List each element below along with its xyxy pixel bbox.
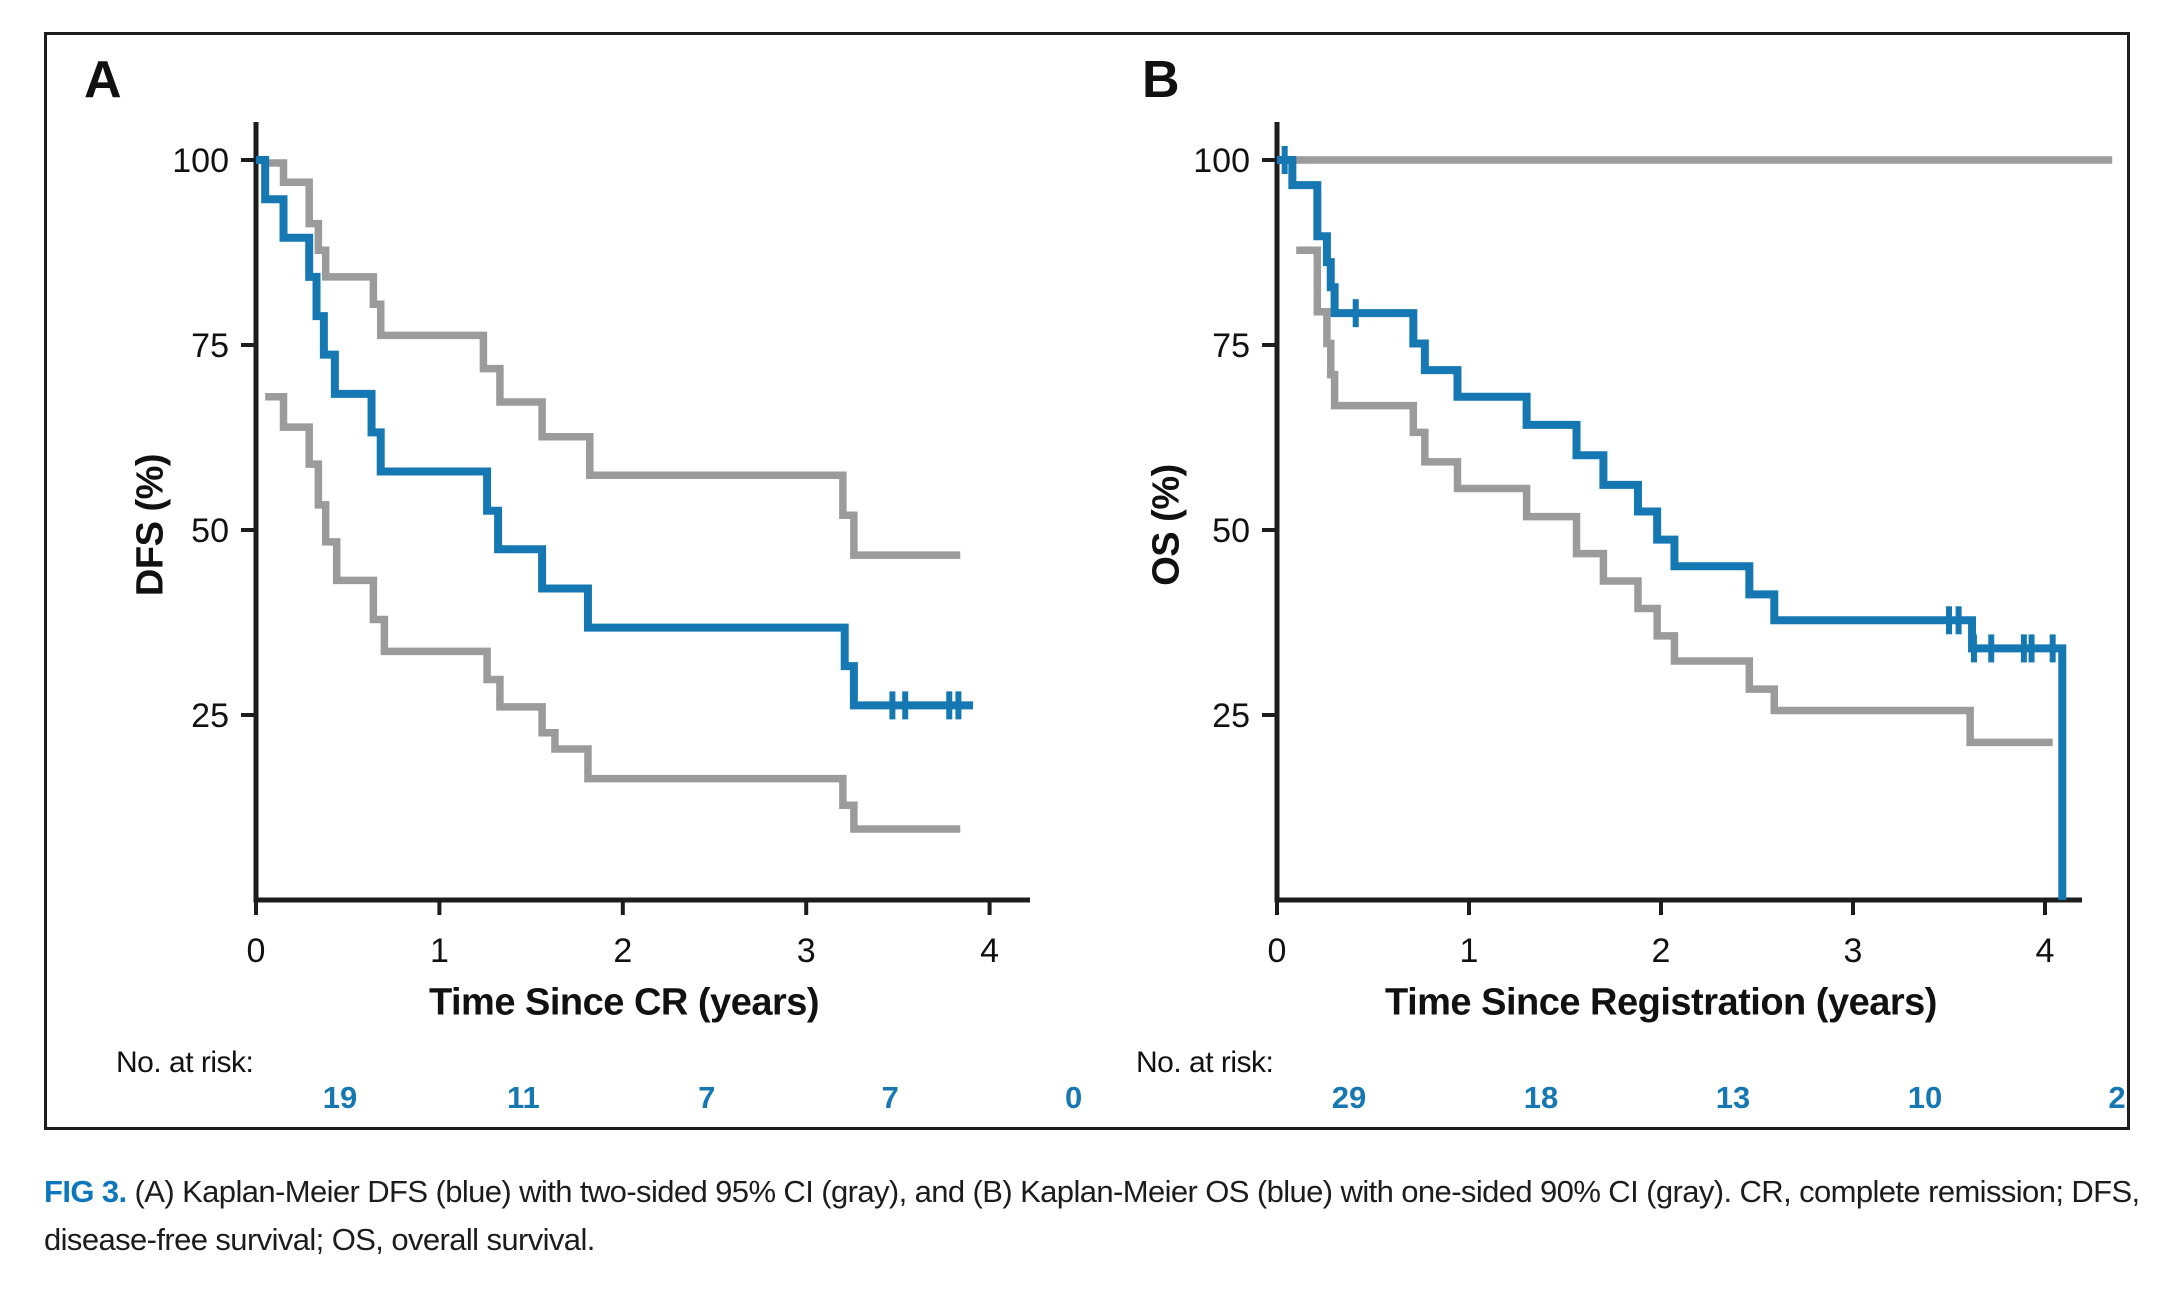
ci-upper-curve [265,159,961,559]
chart-text: 4 [2036,932,2055,970]
chart-text: 2 [2108,1080,2125,1115]
panel-b-x-axis-title: Time Since Registration (years) [1385,981,1937,1024]
chart-text: 25 [1212,697,1250,735]
chart-text: 2 [613,932,632,970]
chart-text: 29 [1332,1080,1366,1115]
chart-text: 7 [882,1080,899,1115]
chart-text: 7 [698,1080,715,1115]
chart-text: 19 [323,1080,357,1115]
chart-text: 0 [247,932,266,970]
chart-text: 4 [980,932,999,970]
chart-text: 75 [191,327,229,365]
panel-b-plot: 100 75 50 25 0 29 1 18 2 13 3 10 4 2 [1193,122,2126,1115]
chart-text: 11 [507,1080,540,1115]
panel-a-letter: A [84,51,122,109]
chart-text: 18 [1524,1080,1558,1115]
chart-text: 100 [172,142,229,180]
chart-text: 10 [1908,1080,1942,1115]
figure-caption-label: FIG 3. [44,1174,127,1209]
chart-text: 0 [1065,1080,1082,1115]
chart-text: 50 [191,512,229,550]
chart-text: 0 [1268,932,1287,970]
chart-text: 50 [1212,512,1250,550]
chart-text: 1 [1460,932,1479,970]
panel-a-at-risk-label: No. at risk: [116,1046,254,1079]
km-curve [1277,156,2067,900]
chart-text: 13 [1716,1080,1750,1115]
chart-text: 75 [1212,327,1250,365]
chart-text: 1 [430,932,449,970]
figure-border-box [44,32,2130,1130]
panel-b-letter: B [1142,51,1180,109]
ci-lower-curve [265,393,961,833]
panel-a-x-axis-title: Time Since CR (years) [428,981,820,1024]
km-curve [256,156,974,710]
panel-b-at-risk-label: No. at risk: [1136,1046,1274,1079]
panel-b-y-axis-title: OS (%) [1145,464,1188,586]
chart-text: 100 [1193,142,1250,180]
ci-lower-curve [1296,246,2053,747]
chart-text: 3 [1844,932,1863,970]
figure-caption-text: (A) Kaplan-Meier DFS (blue) with two-sid… [44,1174,2140,1258]
chart-text: 25 [191,697,229,735]
panel-a-y-axis-title: DFS (%) [129,453,172,597]
figure-caption: FIG 3. (A) Kaplan-Meier DFS (blue) with … [44,1168,2142,1264]
chart-text: 2 [1652,932,1671,970]
chart-text: 3 [797,932,816,970]
